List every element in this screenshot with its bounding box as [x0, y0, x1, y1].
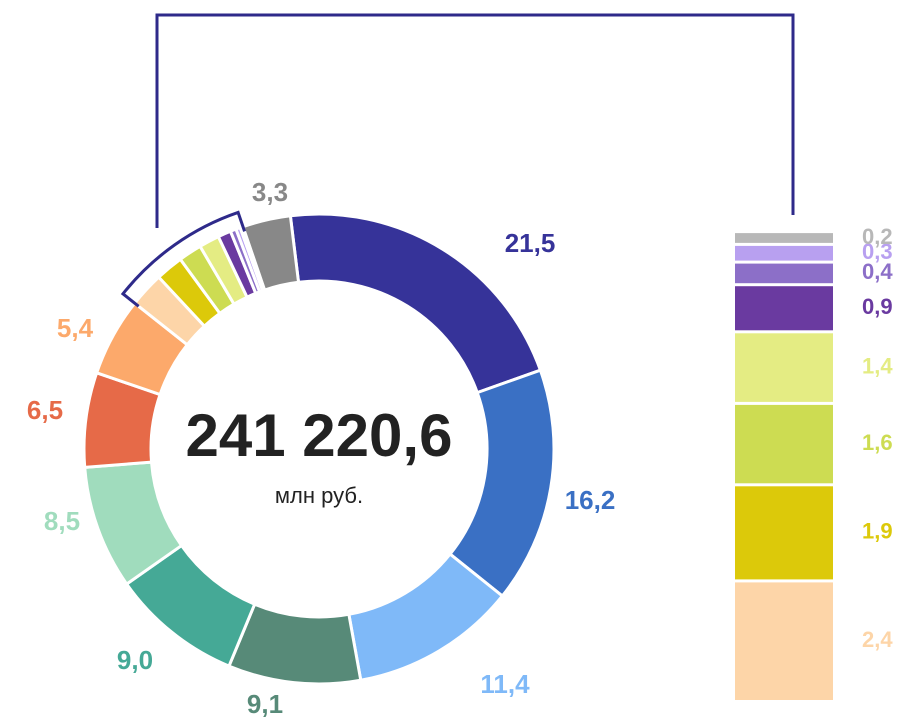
- data-label: 11,4: [480, 669, 530, 699]
- data-label: 3,3: [252, 177, 288, 207]
- donut-segment: [447, 368, 556, 599]
- breakout-bar: [735, 486, 833, 580]
- data-label: 8,5: [44, 506, 80, 536]
- data-label: 9,1: [247, 689, 283, 719]
- data-label: 16,2: [565, 485, 616, 515]
- center-value: 241 220,6: [186, 402, 453, 469]
- breakout-bar: [735, 404, 833, 484]
- breakout-bar: [735, 245, 833, 261]
- breakout-bar: [735, 582, 833, 700]
- connector: [155, 13, 795, 228]
- bracket: [120, 210, 246, 308]
- data-label: 9,0: [117, 645, 153, 675]
- data-label: 5,4: [57, 313, 94, 343]
- breakout-bar: [735, 233, 833, 243]
- center-unit: млн руб.: [275, 483, 363, 508]
- breakout-label: 0,2: [862, 224, 893, 249]
- breakout-label: 2,4: [862, 627, 893, 652]
- breakout-bar: [735, 333, 833, 402]
- data-label: 21,5: [505, 228, 556, 258]
- data-label: 6,5: [27, 395, 63, 425]
- breakout-label: 0,3: [862, 239, 893, 264]
- breakout-label: 1,4: [862, 353, 893, 378]
- breakout-label: 0,4: [862, 259, 893, 284]
- breakout-label: 1,9: [862, 519, 893, 544]
- breakout-label: 0,9: [862, 294, 893, 319]
- breakout-bar: [735, 286, 833, 331]
- donut-segment: [241, 214, 301, 292]
- breakout-label: 1,6: [862, 430, 893, 455]
- donut-segment: [288, 212, 543, 395]
- breakout-bar: [735, 263, 833, 284]
